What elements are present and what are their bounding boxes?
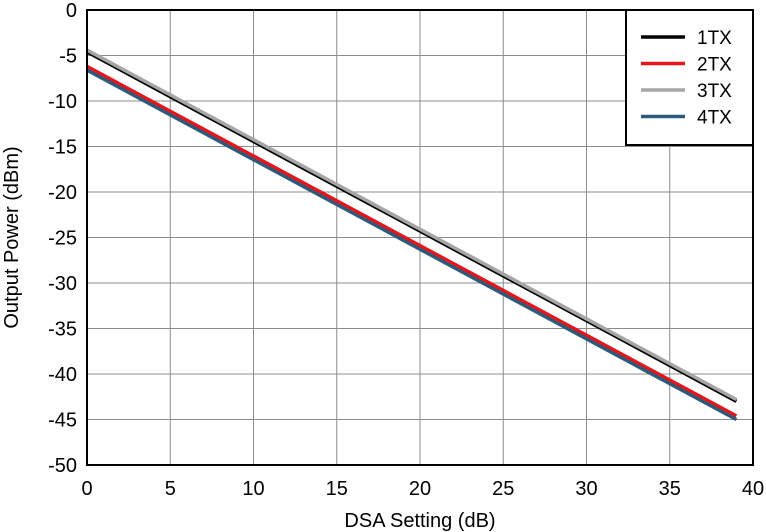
y-tick-label: -40 <box>48 364 77 386</box>
x-axis-ticks: 0 5 10 15 20 25 30 35 40 <box>81 478 764 500</box>
y-tick-label: -15 <box>48 137 77 159</box>
legend-label: 1TX <box>697 28 732 49</box>
x-tick-label: 15 <box>326 478 348 500</box>
y-tick-label: -30 <box>48 273 77 295</box>
x-tick-label: 25 <box>492 478 514 500</box>
x-tick-label: 10 <box>242 478 264 500</box>
y-tick-label: -45 <box>48 410 77 432</box>
x-tick-label: 40 <box>742 478 764 500</box>
y-axis-label: Output Power (dBm) <box>1 146 23 328</box>
series-line-4tx <box>86 68 738 422</box>
series-line-3tx <box>86 48 738 402</box>
y-tick-label: -5 <box>59 46 77 68</box>
x-tick-label: 0 <box>81 478 92 500</box>
y-axis-ticks: 0 -5 -10 -15 -20 -25 -30 -35 -40 -45 -50 <box>48 0 77 477</box>
series-lines <box>86 48 738 422</box>
legend-label: 3TX <box>697 81 732 102</box>
y-tick-label: -10 <box>48 91 77 113</box>
legend: 1TX 2TX 3TX 4TX <box>625 9 754 146</box>
y-tick-label: 0 <box>66 0 77 22</box>
series-line-2tx <box>86 64 738 418</box>
x-tick-label: 35 <box>659 478 681 500</box>
grid <box>86 9 754 466</box>
x-axis-label: DSA Setting (dB) <box>344 510 495 532</box>
y-tick-label: -20 <box>48 182 77 204</box>
y-tick-label: -35 <box>48 319 77 341</box>
legend-label: 4TX <box>697 108 732 129</box>
x-tick-label: 30 <box>575 478 597 500</box>
x-tick-label: 5 <box>165 478 176 500</box>
legend-box <box>625 9 754 146</box>
y-tick-label: -50 <box>48 455 77 477</box>
y-tick-label: -25 <box>48 228 77 250</box>
x-tick-label: 20 <box>409 478 431 500</box>
legend-label: 2TX <box>697 55 732 76</box>
plot-area-frame <box>86 9 754 466</box>
